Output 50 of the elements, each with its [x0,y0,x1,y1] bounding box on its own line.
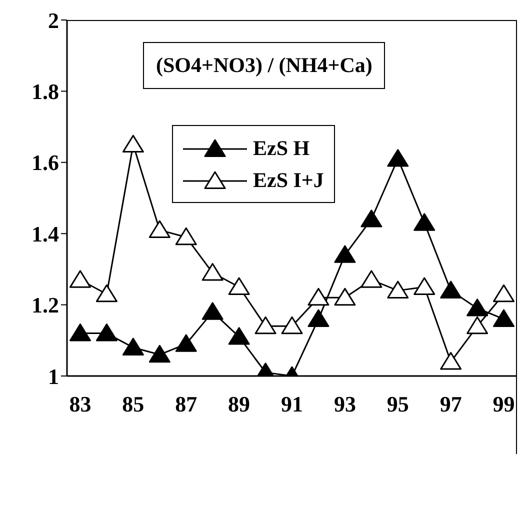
point [387,149,409,167]
point [254,316,276,334]
x-tick-label: 99 [492,392,515,417]
x-tick-label: 85 [122,392,144,417]
point [466,298,488,316]
y-tick-label: 1.2 [32,292,59,318]
point [308,288,330,306]
x-tick-label: 93 [334,392,356,417]
point [202,302,224,320]
x-tick-label: 83 [69,392,92,417]
y-tick-label: 1 [48,364,59,389]
x-tick-label: 89 [228,392,250,417]
point [493,309,515,327]
point [175,227,197,246]
x-tick-label: 87 [175,392,198,417]
point [148,344,170,363]
point [360,210,382,228]
point [228,277,250,295]
point [175,334,197,352]
point [360,270,382,288]
point [466,316,488,334]
y-tick-label: 2 [48,8,59,33]
point [414,277,436,295]
text: (SO4+NO3) / (NH4+Ca) [143,42,386,89]
y-tick-label: 1.8 [32,79,59,104]
point [202,263,224,281]
point [148,220,170,238]
y-tick-label: 1.6 [32,150,59,176]
point [414,213,436,231]
point [228,327,250,345]
legend-label: EzS I+J [253,168,324,192]
point [387,280,409,299]
y-tick-label: 1.4 [32,221,59,246]
x-tick-label: 97 [440,392,462,417]
point [96,324,118,342]
point [69,324,91,342]
point [493,284,515,302]
point [96,284,118,302]
point [69,270,91,288]
legend-label: EzS H [253,136,310,160]
point [440,352,462,370]
x-tick-label: 95 [386,392,409,417]
point [308,309,330,327]
point [122,134,144,153]
x-tick-label: 91 [281,392,303,417]
point [334,288,356,306]
point [281,316,303,334]
point [334,245,356,263]
point [122,338,144,356]
point [440,280,462,299]
